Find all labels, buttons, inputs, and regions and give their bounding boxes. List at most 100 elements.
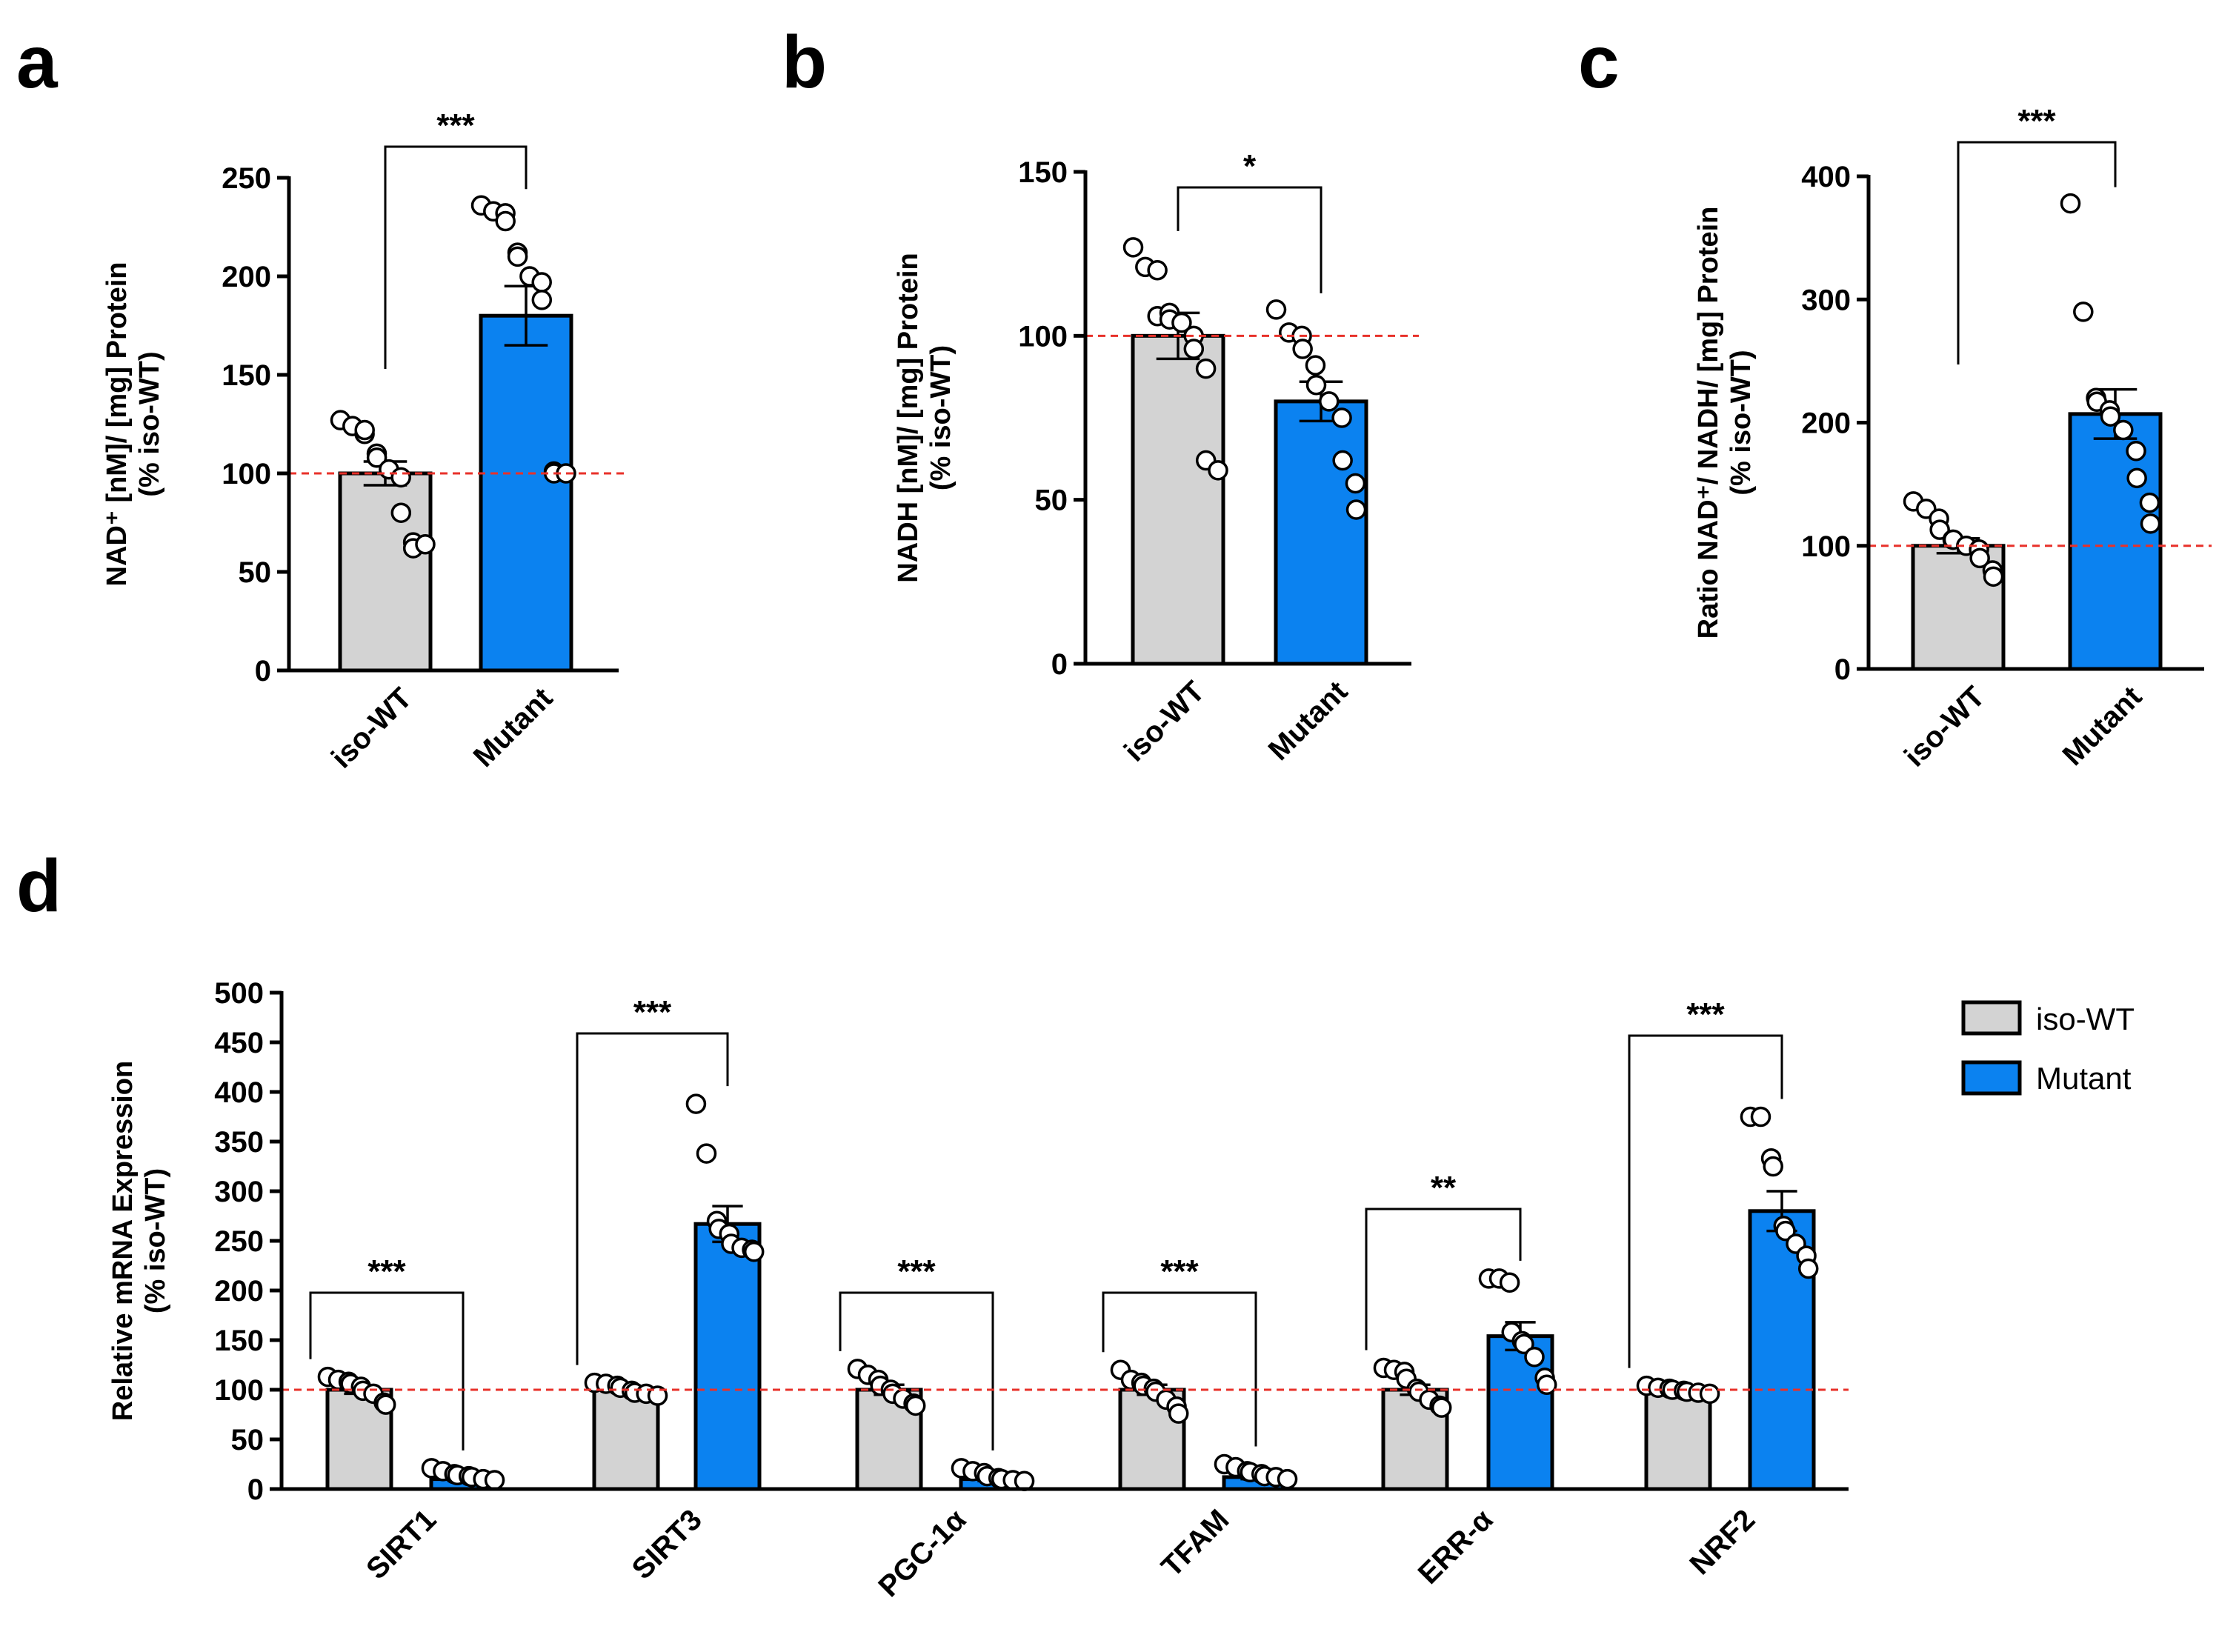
panel-a-bar-mutant-point	[495, 210, 516, 232]
legend-swatch-mutant	[1961, 1060, 2022, 1096]
panel-a-significance-bracket	[384, 145, 528, 369]
panel-d-y-tick-label: 450	[214, 1027, 264, 1059]
panel-d-chart: *** SIRT1 *** SIRT3 *** PGC-1α *** TFAM ** ERR-α *…	[107, 977, 1849, 1603]
panel-d-y-tick-label: 350	[214, 1126, 264, 1159]
panel-b-bar-mutant-point	[1292, 339, 1313, 359]
panel-c-bar-mutant-point	[2126, 440, 2146, 462]
panel-a-bar-wt-point	[415, 534, 436, 555]
panel-b-bar-wt-point	[1147, 260, 1168, 281]
panel-c-y-tick-label: 100	[1801, 530, 1851, 563]
panel-a-y-tick-label: 200	[222, 261, 271, 293]
panel-a-bar-mutant-point	[531, 290, 553, 310]
panel-d-bar-wt-point	[647, 1385, 668, 1406]
panel-d-significance-bracket	[1102, 1291, 1257, 1447]
panel-b-y-tick-label: 100	[1018, 320, 1068, 353]
panel-c-y-tick-label: 200	[1801, 407, 1851, 440]
panel-c-bar-mutant-point	[2113, 419, 2134, 441]
panel-d-category-label: PGC-1α	[872, 1503, 972, 1603]
panel-d-category-label: NRF2	[1683, 1503, 1761, 1581]
panel-b-bar-mutant-point	[1305, 374, 1327, 396]
panel-c-significance-label: ***	[2017, 103, 2056, 139]
panel-b-bar-wt-point	[1171, 312, 1192, 333]
panel-b-chart: 0 50 100 150 NADH [nM]/ [mg] Protein(% iso-W…	[893, 148, 1419, 768]
panel-a-bar-wt	[338, 471, 433, 673]
panel-d-y-tick-label: 150	[214, 1325, 264, 1357]
panel-a-bar-wt-point	[390, 467, 411, 488]
panel-d-bar-wt-point	[905, 1395, 926, 1416]
panel-d-bar-wt	[592, 1388, 660, 1491]
panel-c-bar-mutant-point	[2139, 492, 2160, 513]
panel-c-bar-wt-point	[1969, 547, 1990, 569]
panel-d-bar-wt	[1644, 1388, 1712, 1491]
panel-c-y-tick-label: 300	[1801, 284, 1851, 316]
panel-d-bar-mutant-point	[1524, 1347, 1545, 1368]
panel-d-bar-wt-point	[1168, 1403, 1189, 1424]
legend-label-wt: iso-WT	[2036, 1002, 2135, 1036]
panel-a-y-tick-label: 50	[239, 556, 272, 589]
panel-c-bar-wt-point	[1983, 566, 2004, 587]
panel-b-y-tick-label: 0	[1051, 648, 1068, 681]
panel-d-significance-bracket	[576, 1032, 729, 1365]
panel-c-bar-mutant-point	[2140, 513, 2161, 534]
panel-d-category-label: ERR-α	[1412, 1503, 1500, 1591]
panel-c-category-label: iso-WT	[1898, 680, 1991, 773]
panel-d-bar-mutant	[693, 1222, 762, 1491]
panel-d-bar-mutant-point	[1775, 1220, 1796, 1242]
panel-b-significance-bracket	[1177, 186, 1323, 293]
panel-a-y-tick-label: 150	[222, 359, 271, 392]
panel-d-y-tick-label: 50	[231, 1424, 265, 1456]
panel-d-significance-label: ***	[367, 1253, 406, 1290]
panel-d-significance-bracket	[309, 1291, 465, 1451]
panel-c-bar-mutant-point	[2073, 302, 2094, 322]
legend: iso-WT Mutant	[1961, 1000, 2135, 1096]
legend-swatch-wt	[1961, 1000, 2022, 1036]
panel-b-y-tick-label: 50	[1035, 484, 1068, 517]
panel-c-bar-mutant	[2068, 412, 2163, 671]
panel-b-bar-wt	[1131, 333, 1225, 666]
panel-d-bar-mutant-point	[743, 1241, 765, 1262]
panel-d-y-tick-label: 300	[214, 1176, 264, 1208]
panel-d-y-axis-label: Relative mRNA Expression(% iso-WT)	[107, 1061, 171, 1421]
panel-d-bar-mutant-point	[696, 1143, 717, 1164]
panel-b-bar-mutant-point	[1345, 499, 1367, 520]
panel-d-y-tick-label: 200	[214, 1275, 264, 1308]
panel-c-bar-mutant-point	[2060, 193, 2081, 214]
panel-d-bar-wt-point	[1431, 1397, 1452, 1418]
panel-d-bar-mutant-point	[1750, 1106, 1771, 1128]
panel-c-chart: 0 100 200 300 400 Ratio NAD⁺/ NADH/ [mg] Prot…	[1693, 103, 2212, 773]
panel-d-significance-label: **	[1431, 1170, 1457, 1206]
panel-d-significance-label: ***	[897, 1253, 936, 1290]
panel-a-bar-mutant-point	[507, 246, 528, 267]
panel-letter-b: b	[782, 21, 827, 104]
panel-b-bar-mutant-point	[1345, 473, 1366, 494]
panel-a-y-tick-label: 250	[222, 162, 271, 195]
panel-a-chart: 0 50 100 150 200 250 NAD⁺ [nM]/ [mg] Protein(%…	[102, 107, 626, 775]
panel-b-significance-label: *	[1243, 148, 1257, 184]
panel-b-category-label: Mutant	[1262, 675, 1354, 767]
panel-b-bar-wt-point	[1122, 237, 1144, 258]
panel-d-bar-mutant-point	[1536, 1374, 1557, 1396]
panel-d-significance-bracket	[1365, 1208, 1522, 1350]
panel-d-y-tick-label: 0	[247, 1473, 264, 1506]
panel-a-bar-wt-point	[390, 502, 412, 523]
panel-c-bar-mutant-point	[2126, 467, 2147, 489]
panel-a-y-axis-label: NAD⁺ [nM]/ [mg] Protein(% iso-WT)	[102, 262, 165, 586]
panel-d-y-tick-label: 400	[214, 1076, 264, 1109]
panel-b-bar-mutant-point	[1265, 299, 1287, 320]
panel-a-bar-mutant	[479, 313, 573, 673]
panel-c-bar-mutant-point	[2100, 406, 2121, 427]
panel-b-category-label: iso-WT	[1118, 675, 1211, 767]
panel-b-bar-wt-point	[1208, 460, 1228, 481]
panel-letter-d: d	[16, 845, 61, 927]
panel-d-significance-label: ***	[633, 994, 672, 1030]
panel-a-bar-mutant-point	[531, 272, 552, 293]
panel-a-significance-label: ***	[436, 107, 475, 144]
panel-b-bar-mutant-point	[1319, 391, 1340, 412]
legend-label-mutant: Mutant	[2036, 1061, 2132, 1096]
panel-b-y-axis-label: NADH [nM]/ [mg] Protein(% iso-WT)	[893, 253, 957, 582]
panel-d-significance-label: ***	[1160, 1253, 1199, 1290]
panel-c-category-label: Mutant	[2057, 680, 2149, 772]
panel-d-bar-mutant-point	[1499, 1272, 1520, 1293]
panel-letter-c: c	[1578, 21, 1620, 104]
